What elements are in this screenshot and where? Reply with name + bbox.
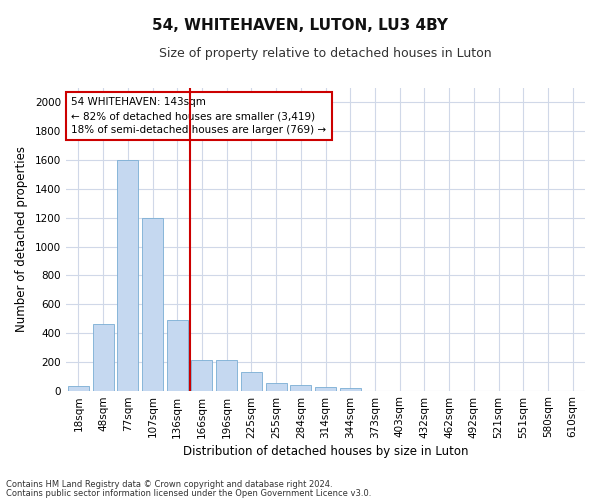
- Text: 54, WHITEHAVEN, LUTON, LU3 4BY: 54, WHITEHAVEN, LUTON, LU3 4BY: [152, 18, 448, 32]
- Bar: [92, 324, 113, 390]
- Bar: [118, 160, 139, 390]
- Text: Contains public sector information licensed under the Open Government Licence v3: Contains public sector information licen…: [6, 488, 371, 498]
- Y-axis label: Number of detached properties: Number of detached properties: [15, 146, 28, 332]
- X-axis label: Distribution of detached houses by size in Luton: Distribution of detached houses by size …: [183, 444, 468, 458]
- Bar: [266, 384, 287, 390]
- Text: 54 WHITEHAVEN: 143sqm
← 82% of detached houses are smaller (3,419)
18% of semi-d: 54 WHITEHAVEN: 143sqm ← 82% of detached …: [71, 97, 326, 135]
- Title: Size of property relative to detached houses in Luton: Size of property relative to detached ho…: [159, 48, 492, 60]
- Bar: [340, 388, 361, 390]
- Bar: [68, 386, 89, 390]
- Bar: [290, 385, 311, 390]
- Bar: [191, 360, 212, 390]
- Bar: [315, 387, 336, 390]
- Bar: [241, 372, 262, 390]
- Bar: [216, 360, 237, 390]
- Bar: [142, 218, 163, 390]
- Bar: [167, 320, 188, 390]
- Text: Contains HM Land Registry data © Crown copyright and database right 2024.: Contains HM Land Registry data © Crown c…: [6, 480, 332, 489]
